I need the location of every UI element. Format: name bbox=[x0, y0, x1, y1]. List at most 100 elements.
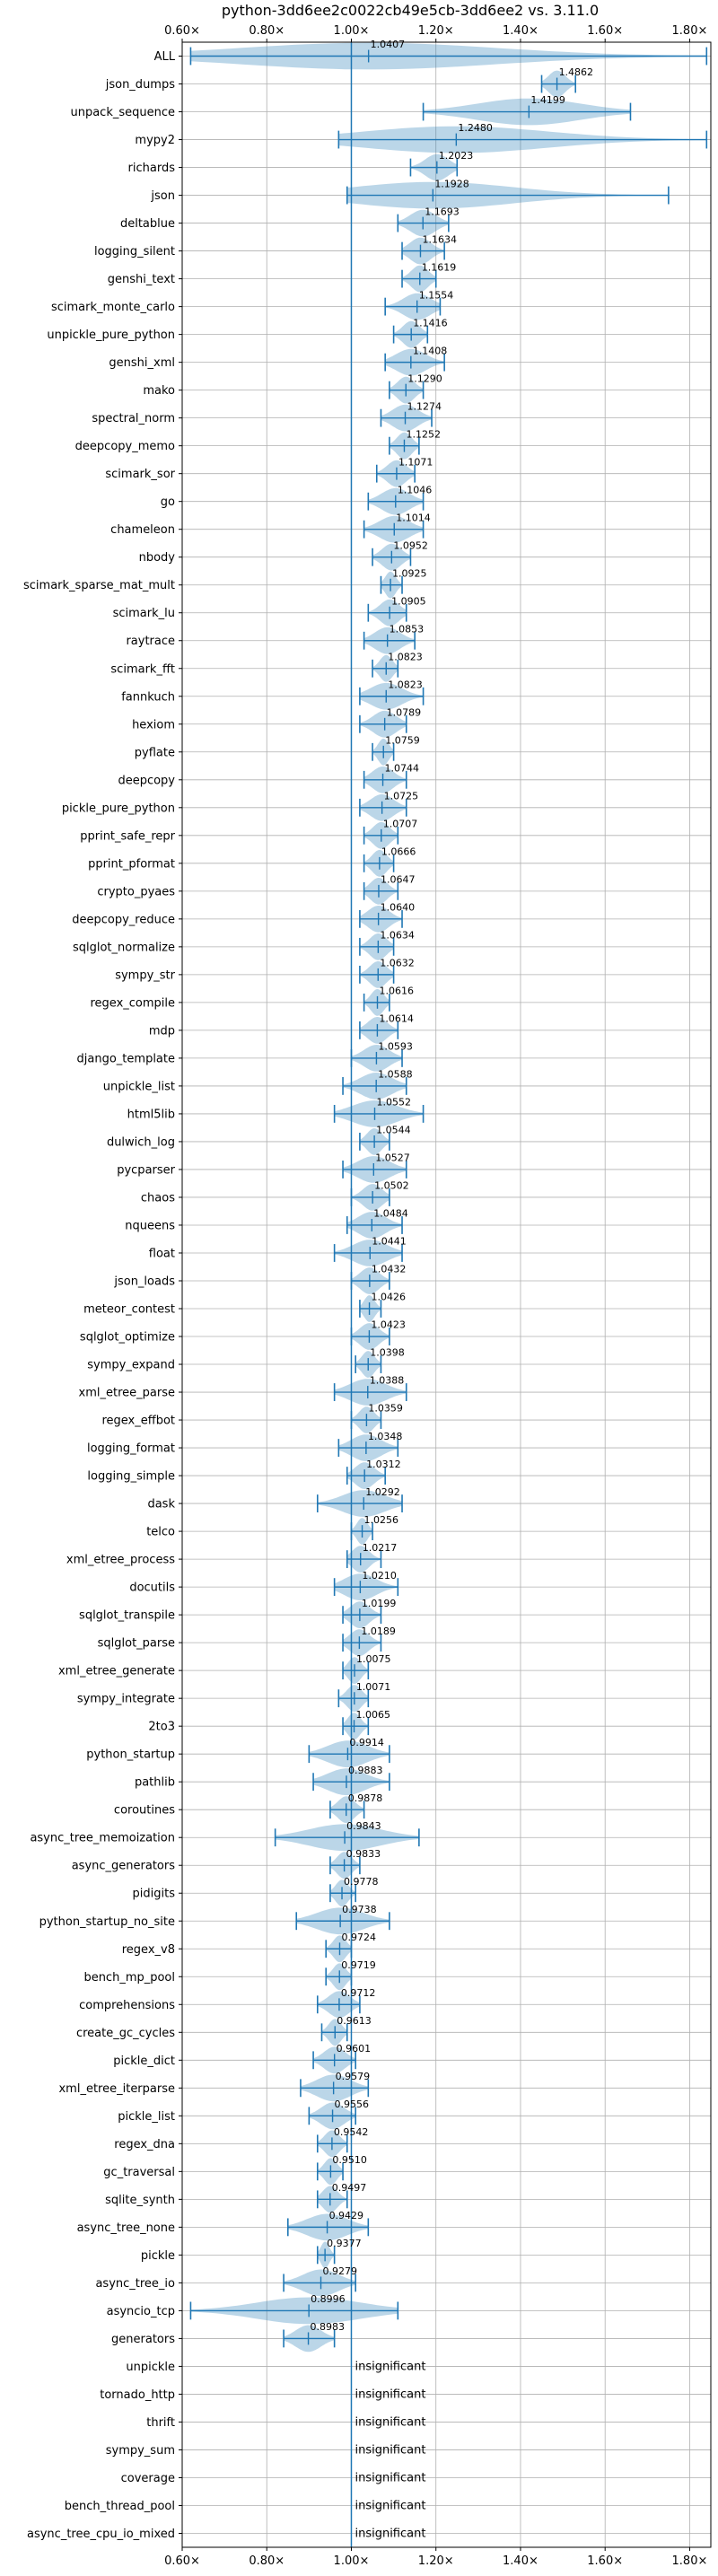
benchmark-label: chameleon bbox=[110, 523, 175, 537]
median-value-label: 1.0616 bbox=[380, 986, 415, 997]
benchmark-label: docutils bbox=[129, 1582, 175, 1595]
median-value-label: 1.0527 bbox=[375, 1152, 410, 1164]
median-value-label: 1.4199 bbox=[530, 94, 565, 106]
median-value-label: 0.9429 bbox=[329, 2210, 364, 2221]
median-value-label: 1.1928 bbox=[434, 178, 469, 189]
insignificant-label: insignificant bbox=[355, 2443, 425, 2457]
benchmark-label: pickle_list bbox=[118, 2110, 175, 2124]
median-value-label: 1.0388 bbox=[370, 1375, 405, 1387]
benchmark-label: telco bbox=[146, 1526, 175, 1539]
benchmark-label: html5lib bbox=[127, 1108, 175, 1121]
benchmark-label: fannkuch bbox=[121, 690, 175, 704]
benchmark-label: thrift bbox=[146, 2416, 175, 2430]
benchmark-label: sqlite_synth bbox=[105, 2194, 175, 2207]
median-value-label: 0.9613 bbox=[337, 2015, 372, 2027]
xtick-label-top: 1.80× bbox=[672, 24, 708, 38]
benchmark-label: asyncio_tcp bbox=[107, 2305, 175, 2318]
median-value-label: 0.9719 bbox=[341, 1959, 376, 1971]
median-value-label: 0.9601 bbox=[337, 2043, 372, 2055]
median-value-label: 1.0359 bbox=[368, 1403, 403, 1415]
median-value-label: 1.0217 bbox=[363, 1542, 398, 1554]
plot-frame bbox=[181, 41, 712, 2548]
median-value-label: 1.0398 bbox=[370, 1347, 405, 1359]
benchmark-label: ALL bbox=[154, 50, 176, 64]
median-value-label: 1.0823 bbox=[388, 679, 423, 690]
benchmark-label: json_dumps bbox=[105, 78, 175, 92]
xtick-label-top: 0.60× bbox=[164, 24, 200, 38]
benchmark-label: mdp bbox=[149, 1024, 175, 1038]
median-value-label: 0.8983 bbox=[311, 2321, 346, 2333]
median-value-label: 1.0484 bbox=[373, 1208, 408, 1220]
median-value-label: 1.0925 bbox=[392, 567, 427, 579]
xtick-label-bottom: 1.80× bbox=[672, 2554, 708, 2568]
benchmark-label: mypy2 bbox=[135, 134, 175, 147]
median-value-label: 0.8996 bbox=[311, 2293, 346, 2305]
median-value-label: 1.0614 bbox=[379, 1013, 414, 1025]
median-value-label: 1.0189 bbox=[361, 1625, 396, 1637]
benchmark-label: sqlglot_transpile bbox=[79, 1609, 175, 1623]
median-value-label: 1.1416 bbox=[413, 317, 448, 329]
benchmark-label: gc_traversal bbox=[103, 2166, 175, 2179]
benchmark-label: sympy_str bbox=[115, 968, 175, 982]
benchmark-label: async_tree_memoization bbox=[30, 1832, 175, 1845]
median-value-label: 1.0632 bbox=[380, 958, 415, 969]
benchmark-label: unpickle bbox=[126, 2361, 175, 2374]
median-value-label: 1.0588 bbox=[378, 1069, 413, 1081]
benchmark-label: xml_etree_parse bbox=[79, 1387, 175, 1400]
median-value-label: 0.9579 bbox=[336, 2071, 371, 2082]
median-value-label: 0.9556 bbox=[335, 2098, 370, 2110]
median-value-label: 1.4862 bbox=[559, 66, 594, 78]
benchmark-label: mako bbox=[143, 384, 175, 398]
benchmark-label: scimark_sparse_mat_mult bbox=[23, 579, 175, 592]
benchmark-label: logging_silent bbox=[94, 245, 175, 258]
benchmark-label: nbody bbox=[139, 551, 176, 565]
median-value-label: 1.1693 bbox=[425, 206, 460, 217]
benchmark-label: float bbox=[149, 1247, 175, 1260]
median-value-label: 0.9724 bbox=[341, 1932, 376, 1943]
median-value-label: 0.9542 bbox=[334, 2126, 369, 2138]
median-value-label: 1.0210 bbox=[362, 1570, 397, 1582]
median-value-label: 1.0905 bbox=[391, 595, 426, 607]
benchmark-label: unpickle_pure_python bbox=[47, 329, 175, 342]
median-value-label: 0.9712 bbox=[341, 1987, 376, 1999]
median-value-label: 1.1014 bbox=[396, 512, 431, 523]
benchmark-label: spectral_norm bbox=[92, 412, 175, 425]
median-value-label: 1.0256 bbox=[364, 1514, 399, 1526]
median-value-label: 1.0292 bbox=[365, 1486, 400, 1498]
median-value-label: 1.2023 bbox=[439, 150, 474, 162]
benchmark-label: logging_format bbox=[87, 1442, 175, 1456]
benchmark-label: dask bbox=[147, 1498, 175, 1511]
median-value-label: 0.9738 bbox=[342, 1904, 377, 1915]
median-value-label: 1.1634 bbox=[422, 233, 457, 245]
median-value-label: 1.0426 bbox=[372, 1292, 407, 1303]
insignificant-label: insignificant bbox=[355, 2471, 425, 2484]
benchmark-label: dulwich_log bbox=[107, 1135, 175, 1149]
benchmark-label: sympy_integrate bbox=[77, 1693, 175, 1706]
benchmark-label: pickle_pure_python bbox=[62, 802, 175, 815]
benchmark-label: regex_compile bbox=[90, 996, 175, 1010]
benchmark-label: django_template bbox=[77, 1052, 175, 1065]
median-value-label: 1.0853 bbox=[390, 623, 425, 635]
median-value-label: 1.1408 bbox=[413, 345, 448, 356]
median-value-label: 0.9497 bbox=[332, 2182, 367, 2194]
benchmark-label: pickle_dict bbox=[113, 2055, 175, 2068]
benchmark-label: sqlglot_optimize bbox=[80, 1331, 175, 1345]
median-value-label: 1.0593 bbox=[378, 1041, 413, 1053]
benchmark-label: regex_v8 bbox=[122, 1943, 175, 1957]
benchmark-label: create_gc_cycles bbox=[76, 2027, 175, 2040]
benchmark-label: json_loads bbox=[113, 1275, 175, 1288]
median-value-label: 1.0666 bbox=[381, 846, 416, 858]
median-value-label: 1.0502 bbox=[374, 1180, 409, 1192]
xtick-label-bottom: 1.60× bbox=[587, 2554, 623, 2568]
benchmark-label: unpickle_list bbox=[103, 1080, 175, 1093]
benchmark-label: tornado_http bbox=[100, 2388, 175, 2402]
median-value-label: 0.9778 bbox=[344, 1876, 379, 1888]
median-value-label: 1.0423 bbox=[371, 1319, 406, 1331]
benchmark-label: sympy_expand bbox=[87, 1359, 175, 1372]
median-value-label: 0.9279 bbox=[323, 2265, 358, 2277]
benchmark-label: xml_etree_iterparse bbox=[58, 2082, 175, 2096]
benchmark-label: unpack_sequence bbox=[70, 106, 175, 119]
benchmark-label: json bbox=[150, 189, 175, 203]
median-value-label: 1.0075 bbox=[356, 1653, 391, 1665]
benchmark-label: async_tree_io bbox=[95, 2277, 175, 2291]
